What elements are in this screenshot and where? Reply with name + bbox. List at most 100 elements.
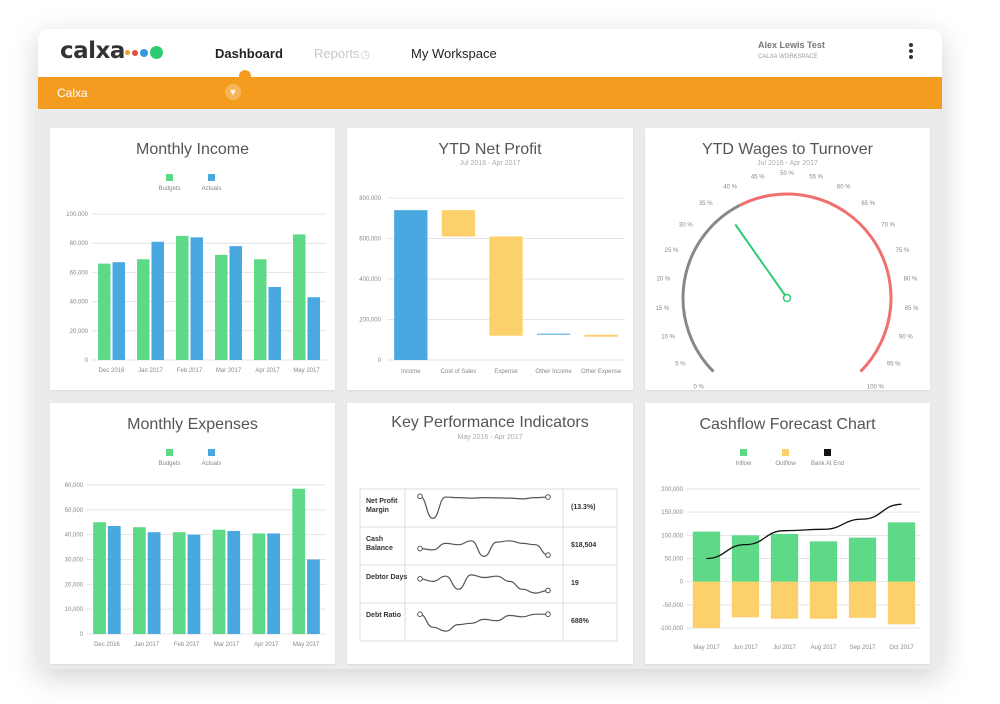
legend-label: Actuals — [202, 461, 222, 467]
gauge-tick-label: 90 % — [899, 335, 913, 341]
gauge-tick-label: 15 % — [656, 306, 670, 312]
card-title: Key Performance Indicators — [391, 414, 589, 431]
user-name[interactable]: Alex Lewis Test — [758, 40, 825, 50]
card-subtitle: May 2016 - Apr 2017 — [457, 434, 523, 441]
sparkline-start-marker — [417, 576, 423, 582]
sparkline-end-marker — [545, 494, 551, 500]
calxa-logo[interactable]: calxa — [60, 38, 125, 64]
bar-budgets — [252, 533, 266, 634]
bar-outflow — [887, 581, 916, 625]
gauge-needle — [734, 223, 788, 299]
y-tick-label: 60,000 — [65, 483, 84, 489]
legend-label: Inflow — [736, 461, 752, 467]
y-tick-label: 50,000 — [65, 508, 84, 514]
x-tick-label: May 2017 — [293, 368, 320, 374]
bar-actuals — [187, 534, 201, 634]
y-tick-label: 100,000 — [66, 212, 88, 218]
gauge-tick-label: 5 % — [675, 361, 686, 367]
gauge-arc — [681, 203, 741, 373]
gauge-tick-label: 60 % — [837, 185, 851, 191]
kpi-row-label: Debt Ratio — [366, 612, 401, 619]
kpi-table — [359, 488, 618, 642]
x-tick-label: Apr 2017 — [255, 368, 280, 374]
x-tick-label: Feb 2017 — [174, 642, 200, 648]
gauge-pivot — [782, 293, 792, 303]
ytd-net-profit-card: 0 200,000 400,000 600,000 800,000 Income Cost … — [347, 128, 633, 390]
kpi-row-value: $18,504 — [571, 542, 597, 549]
gauge-tick-label: 50 % — [780, 171, 794, 177]
kpi-sparkline — [419, 540, 549, 558]
x-tick-label: Jan 2017 — [138, 368, 163, 374]
gauge-tick-label: 100 % — [867, 384, 885, 390]
kpi-card: Key Performance Indicators May 2016 - Ap… — [347, 403, 633, 664]
bar-budgets — [293, 234, 306, 360]
x-tick-label: Jul 2017 — [773, 645, 796, 651]
y-tick-label: -100,000 — [659, 626, 683, 632]
y-tick-label: 10,000 — [65, 607, 84, 613]
card-subtitle: Jul 2016 - Apr 2017 — [757, 160, 818, 167]
bar-inflow — [731, 535, 760, 582]
bar-budgets — [137, 259, 150, 360]
legend-swatch — [166, 174, 173, 181]
waterfall-bar — [489, 236, 523, 336]
workspace-name: CALXA WORKSPACE — [758, 54, 818, 60]
nav-my-workspace[interactable]: My Workspace — [411, 46, 497, 61]
y-tick-label: 30,000 — [65, 558, 84, 564]
x-tick-label: Mar 2017 — [216, 368, 242, 374]
y-tick-label: 0 — [80, 632, 84, 638]
x-tick-label: Apr 2017 — [254, 642, 279, 648]
bar-outflow — [692, 581, 721, 628]
x-tick-label: Other Expense — [581, 369, 622, 375]
y-tick-label: 200,000 — [359, 318, 381, 324]
gauge-arc — [739, 192, 893, 373]
sparkline-start-marker — [417, 611, 423, 617]
gauge-tick-label: 70 % — [881, 223, 895, 229]
sparkline-end-marker — [545, 587, 551, 594]
bar-budgets — [176, 235, 189, 360]
more-menu-icon[interactable] — [908, 43, 914, 63]
y-tick-label: 20,000 — [70, 329, 89, 335]
kpi-row-value: 19 — [571, 580, 579, 587]
kpi-row-label: Cash Balance — [366, 536, 393, 552]
card-title: YTD Net Profit — [438, 141, 542, 158]
app-window: calxa Dashboard Reports◷ My Workspace Al… — [38, 29, 942, 669]
x-tick-label: Cost of Sales — [441, 369, 477, 375]
kpi-sparkline — [419, 495, 549, 520]
bar-budgets — [172, 532, 186, 634]
bar-actuals — [151, 241, 164, 360]
bar-actuals — [107, 525, 121, 634]
waterfall-bar — [441, 210, 476, 237]
x-tick-label: Expense — [494, 369, 518, 375]
org-name[interactable]: Calxa — [57, 86, 88, 100]
x-tick-label: Mar 2017 — [214, 642, 240, 648]
kpi-row-label: Debtor Days — [366, 574, 408, 581]
bank-at-end-line — [706, 503, 902, 560]
x-tick-label: Jun 2017 — [733, 645, 758, 651]
bar-outflow — [809, 581, 838, 619]
y-tick-label: 80,000 — [70, 241, 89, 247]
bar-actuals — [307, 559, 320, 634]
y-tick-label: 200,000 — [661, 487, 683, 493]
legend-swatch — [782, 449, 789, 456]
gauge-tick-label: 25 % — [665, 248, 679, 254]
bar-budgets — [93, 522, 106, 634]
legend-swatch — [166, 449, 173, 456]
gauge-tick-label: 10 % — [661, 335, 675, 341]
gauge-tick-label: 35 % — [699, 201, 713, 207]
kpi-row-value: (13.3%) — [571, 504, 596, 511]
gauge-tick-label: 0 % — [693, 384, 704, 390]
legend-swatch — [824, 449, 831, 456]
chevron-down-icon[interactable]: ▼ — [225, 84, 241, 100]
monthly-expenses-card: Budgets Actuals 0 10,000 20,000 30,000 40,000 5… — [50, 403, 335, 664]
y-tick-label: 100,000 — [661, 533, 683, 539]
nav-reports[interactable]: Reports◷ — [314, 46, 370, 61]
top-navigation: calxa Dashboard Reports◷ My Workspace Al… — [38, 29, 942, 82]
x-tick-label: Oct 2017 — [889, 645, 914, 651]
bar-inflow — [809, 541, 838, 582]
x-tick-label: Sep 2017 — [850, 645, 876, 651]
org-bar: Calxa ▼ — [38, 77, 942, 109]
gauge-tick-label: 80 % — [904, 276, 918, 282]
legend-swatch — [208, 174, 215, 181]
nav-dashboard[interactable]: Dashboard — [215, 46, 283, 61]
gauge-tick-label: 30 % — [679, 223, 693, 229]
